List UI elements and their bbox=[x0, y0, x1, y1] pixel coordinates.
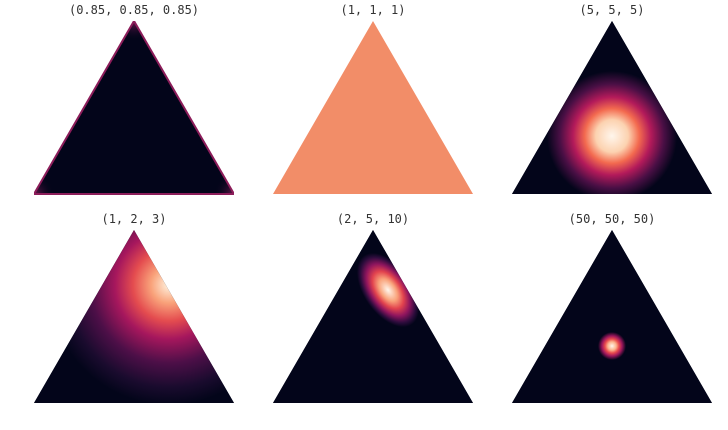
density-triangle bbox=[273, 230, 473, 403]
panel-alpha-50: (50, 50, 50) bbox=[512, 212, 712, 412]
panel-alpha-2-5-10: (2, 5, 10) bbox=[273, 212, 473, 412]
panel-title: (1, 1, 1) bbox=[340, 3, 406, 17]
density-peak bbox=[512, 230, 712, 403]
panel-title: (5, 5, 5) bbox=[579, 3, 645, 17]
panel-title: (1, 2, 3) bbox=[101, 212, 167, 226]
panel-title: (50, 50, 50) bbox=[568, 212, 656, 226]
panel-alpha-1-2-3: (1, 2, 3) bbox=[34, 212, 234, 412]
density-triangle bbox=[512, 230, 712, 403]
density-peak bbox=[34, 230, 234, 403]
density-triangle bbox=[273, 21, 473, 194]
density-triangle bbox=[512, 21, 712, 194]
density-peak bbox=[512, 21, 712, 194]
panel-alpha-1: (1, 1, 1) bbox=[273, 3, 473, 203]
density-uniform bbox=[273, 21, 473, 194]
panel-title: (0.85, 0.85, 0.85) bbox=[68, 3, 200, 17]
panel-alpha-0.85: (0.85, 0.85, 0.85) bbox=[34, 3, 234, 203]
density-triangle bbox=[34, 230, 234, 403]
density-triangle bbox=[34, 21, 234, 195]
density-peak bbox=[273, 230, 473, 403]
panel-alpha-5: (5, 5, 5) bbox=[512, 3, 712, 203]
panel-title: (2, 5, 10) bbox=[336, 212, 410, 226]
triangle-edge bbox=[34, 21, 234, 195]
